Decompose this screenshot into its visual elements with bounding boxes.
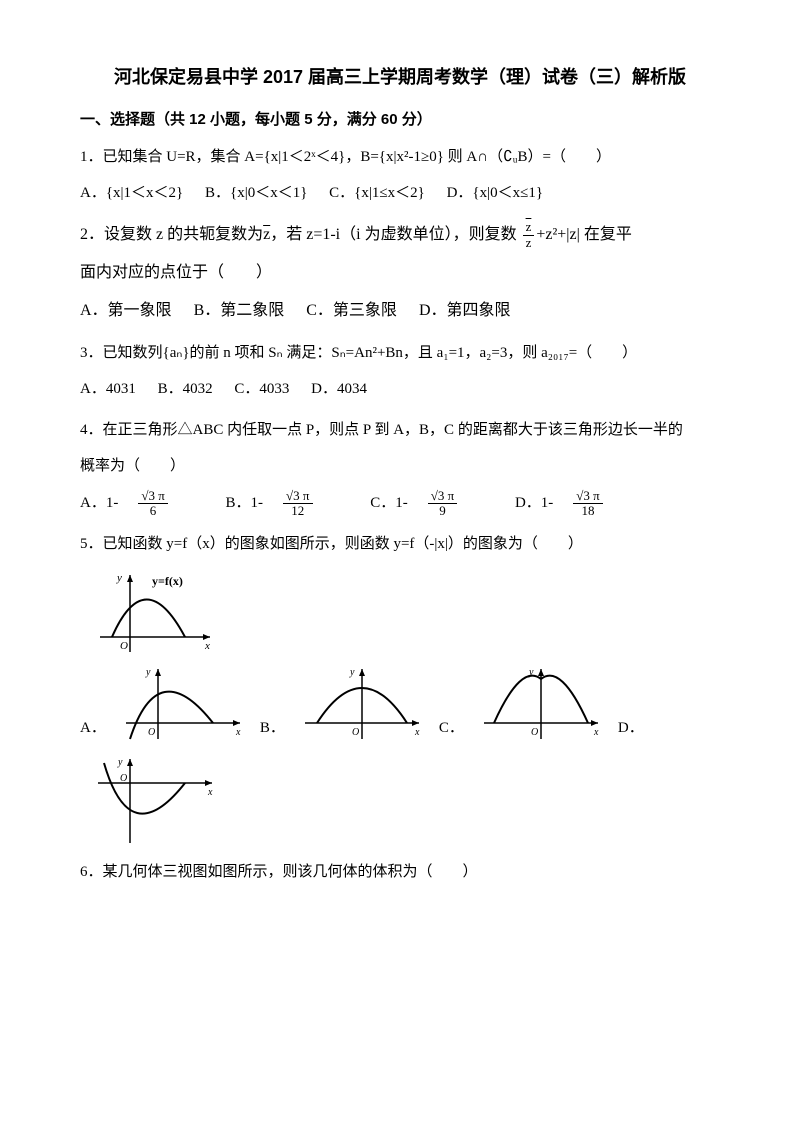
q1-opt-c: C．{x|1≤x＜2} — [329, 179, 425, 208]
svg-text:O: O — [120, 640, 128, 652]
q1-opt-a: A．{x|1＜x＜2} — [80, 179, 183, 208]
q4-c-pre: C．1- — [370, 489, 408, 518]
q2-opt-b: B．第二象限 — [194, 296, 285, 326]
q3-options: A．4031 B．4032 C．4033 D．4034 — [80, 375, 720, 404]
q2-frac-num: z — [523, 220, 535, 235]
q4-d-den: 18 — [573, 504, 602, 518]
svg-text:y: y — [117, 757, 123, 768]
svg-text:x: x — [207, 787, 213, 798]
q4-b-den: 12 — [283, 504, 312, 518]
section-1-heading: 一、选择题（共 12 小题，每小题 5 分，满分 60 分） — [80, 106, 720, 135]
q2-stem-2: 面内对应的点位于（ ） — [80, 258, 720, 288]
q4-a-num: √3 π — [138, 489, 167, 504]
q2-opt-d: D．第四象限 — [419, 296, 511, 326]
graph-label: y=f(x) — [152, 574, 183, 588]
q4-d-pre: D．1- — [515, 489, 553, 518]
q5-graph-a-icon: O x y — [118, 663, 248, 743]
q4-opt-d: D．1- √3 π18 — [515, 489, 639, 519]
q5-graph-b-icon: O x y — [297, 663, 427, 743]
q3-stem: 3．已知数列{aₙ}的前 n 项和 Sₙ 满足：Sₙ=An²+Bn，且 a₁=1… — [80, 339, 720, 368]
svg-text:y: y — [349, 667, 355, 678]
svg-text:O: O — [120, 773, 127, 784]
q2-opt-a: A．第一象限 — [80, 296, 172, 326]
q4-stem-b: 概率为（ ） — [80, 452, 720, 481]
q2-stem-c: ，若 z=1-i（i 为虚数单位），则复数 — [270, 226, 516, 243]
svg-text:x: x — [593, 727, 599, 738]
q1-stem: 1．已知集合 U=R，集合 A={x|1＜2ˣ＜4}，B={x|x²-1≥0} … — [80, 143, 720, 172]
q5-graph-d-icon: O x y — [90, 753, 220, 848]
q4-options: A．1-√3 π6 B．1-√3 π12 C．1-√3 π9 D．1-√3 π1… — [80, 489, 720, 519]
svg-text:x: x — [414, 727, 420, 738]
q6-stem: 6．某几何体三视图如图所示，则该几何体的体积为（ ） — [80, 858, 720, 887]
q5-option-graphs: A． O x y B． O x y C． O x y D． — [80, 663, 720, 743]
q2-stem: 2．设复数 z 的共轭复数为 z ，若 z=1-i（i 为虚数单位），则复数 z z… — [80, 220, 720, 250]
q3-opt-d: D．4034 — [311, 375, 367, 404]
q2-options: A．第一象限 B．第二象限 C．第三象限 D．第四象限 — [80, 296, 720, 326]
q2-stem-e: +z²+|z| 在复平 — [536, 226, 631, 243]
q1-options: A．{x|1＜x＜2} B．{x|0＜x＜1} C．{x|1≤x＜2} D．{x… — [80, 179, 720, 208]
svg-text:y: y — [145, 667, 151, 678]
q4-opt-a: A．1- √3 π6 — [80, 489, 204, 519]
q5-graph-d-wrap: O x y — [90, 753, 720, 848]
q5-stem: 5．已知函数 y=f（x）的图象如图所示，则函数 y=f（-|x|）的图象为（ … — [80, 530, 720, 559]
q4-stem-a: 4．在正三角形△ABC 内任取一点 P，则点 P 到 A，B，C 的距离都大于该… — [80, 416, 720, 445]
q4-c-den: 9 — [428, 504, 457, 518]
q4-opt-b: B．1- √3 π12 — [226, 489, 349, 519]
exam-title: 河北保定易县中学 2017 届高三上学期周考数学（理）试卷（三）解析版 — [80, 60, 720, 94]
q4-c-num: √3 π — [428, 489, 457, 504]
q5-b-label: B． — [260, 714, 285, 743]
q4-b-num: √3 π — [283, 489, 312, 504]
q2-opt-c: C．第三象限 — [306, 296, 397, 326]
svg-text:O: O — [352, 727, 359, 738]
q5-c-label: C． — [439, 714, 464, 743]
q1-opt-b: B．{x|0＜x＜1} — [205, 179, 307, 208]
svg-text:x: x — [235, 727, 241, 738]
q5-graph-c-icon: O x y — [476, 663, 606, 743]
svg-text:O: O — [148, 727, 155, 738]
graph-yfx-icon: O x y y=f(x) — [90, 567, 220, 657]
q4-opt-c: C．1- √3 π9 — [370, 489, 493, 519]
q4-a-pre: A．1- — [80, 489, 118, 518]
q2-stem-a: 2．设复数 z 的共轭复数为 — [80, 226, 263, 243]
q5-d-label: D． — [618, 714, 644, 743]
q5-a-label: A． — [80, 714, 106, 743]
svg-text:y: y — [116, 572, 122, 584]
q3-opt-b: B．4032 — [158, 375, 213, 404]
q5-ref-graph: O x y y=f(x) — [90, 567, 720, 657]
q1-opt-d: D．{x|0＜x≤1} — [447, 179, 543, 208]
q2-frac: z z — [523, 220, 535, 250]
q3-opt-a: A．4031 — [80, 375, 136, 404]
svg-text:x: x — [204, 640, 210, 652]
q4-d-num: √3 π — [573, 489, 602, 504]
q3-opt-c: C．4033 — [234, 375, 289, 404]
q4-a-den: 6 — [138, 504, 167, 518]
q2-frac-den: z — [523, 236, 535, 250]
q4-b-pre: B．1- — [226, 489, 264, 518]
svg-text:O: O — [531, 727, 538, 738]
